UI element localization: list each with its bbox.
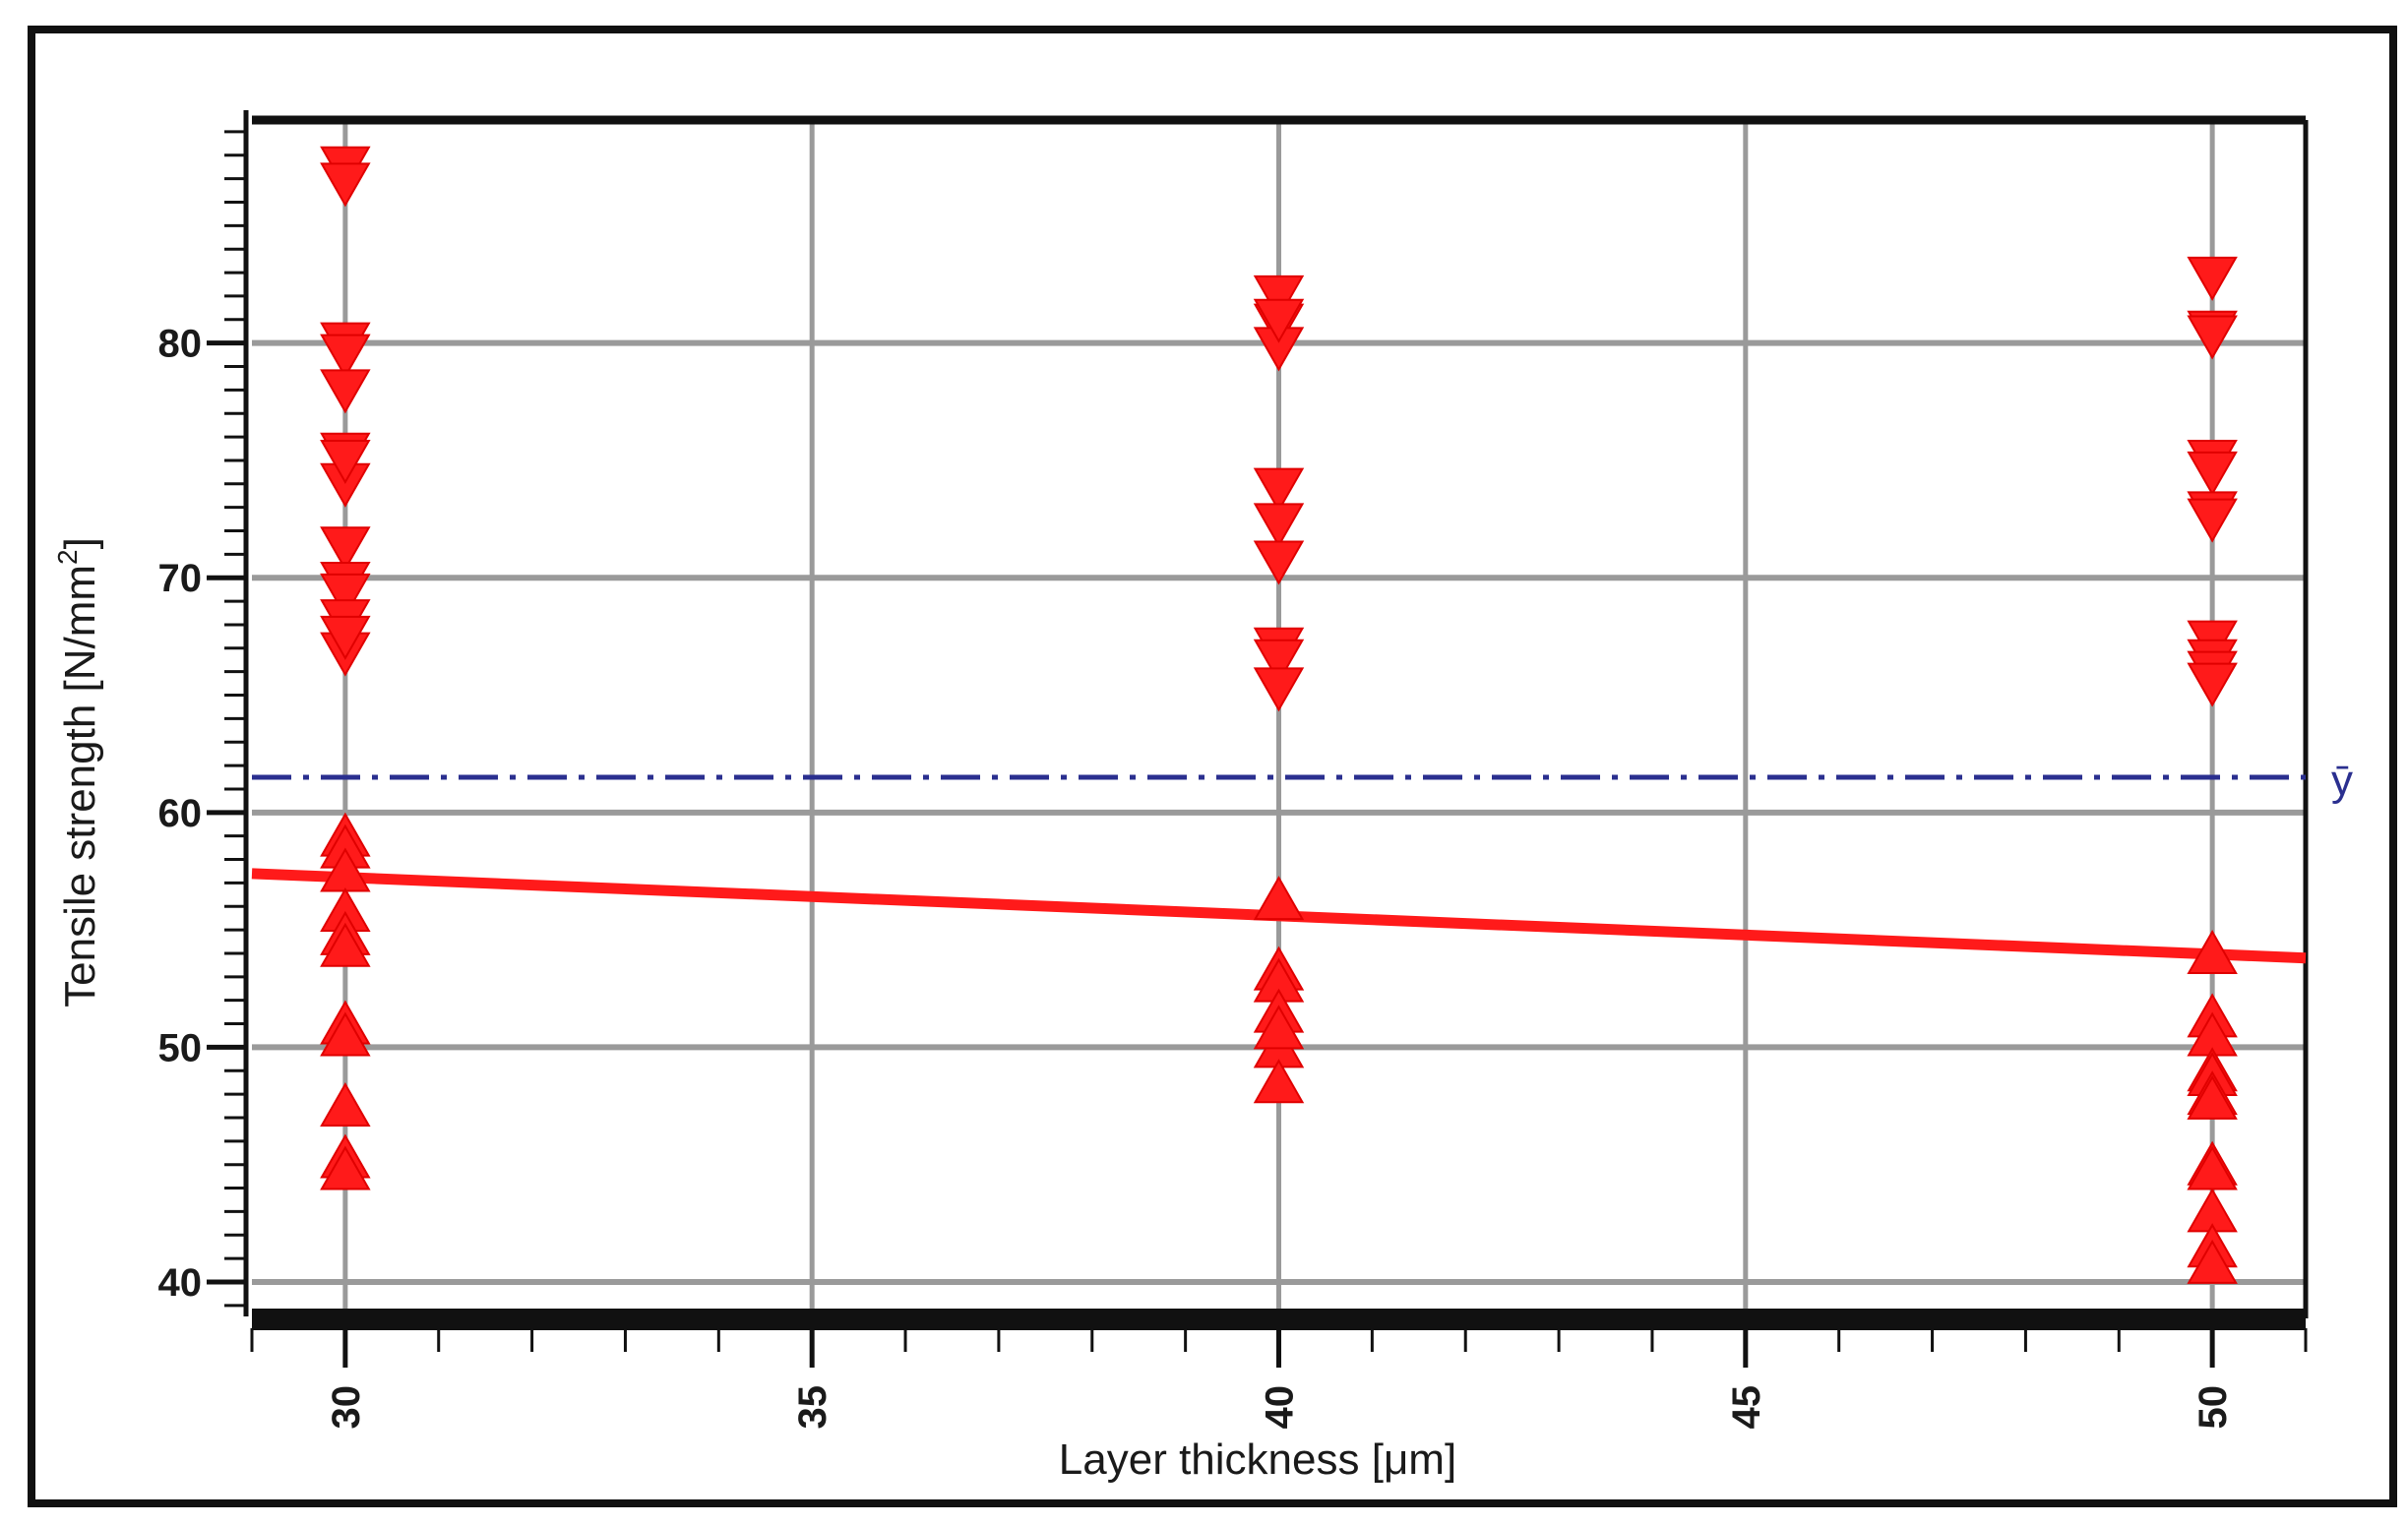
y-axis-title-superscript: 2 [52, 549, 83, 565]
marker-triangle-down [320, 369, 371, 414]
marker-triangle-up [1253, 876, 1305, 921]
y-axis-title-main: Tensile strength [N/mm [56, 565, 104, 1007]
outer-frame [28, 26, 2397, 1507]
marker-triangle-up [2187, 1074, 2238, 1120]
marker-triangle-down [2187, 662, 2238, 707]
marker-triangle-down [320, 162, 371, 208]
y-tick-label: 80 [158, 323, 203, 366]
marker-triangle-down [2187, 315, 2238, 360]
y-tick-label: 70 [158, 557, 203, 600]
marker-triangle-down [2187, 451, 2238, 496]
marker-triangle-down [320, 439, 371, 484]
x-tick-label: 40 [1259, 1385, 1302, 1430]
marker-triangle-down [2187, 256, 2238, 301]
marker-triangle-down [1253, 503, 1305, 548]
marker-triangle-up [1253, 1005, 1305, 1050]
x-tick-label: 35 [791, 1385, 834, 1430]
x-axis-bar [252, 1309, 2306, 1330]
marker-triangle-down [320, 334, 371, 379]
marker-triangle-down [1253, 667, 1305, 712]
y-tick-label: 50 [158, 1026, 203, 1069]
marker-triangle-down [1253, 467, 1305, 513]
marker-triangle-down [320, 573, 371, 618]
data-markers [320, 146, 2238, 1284]
marker-triangle-up [2187, 929, 2238, 974]
marker-triangle-up [2187, 1145, 2238, 1190]
y-tick-label: 40 [158, 1261, 203, 1305]
marker-triangle-up [320, 1011, 371, 1057]
y-axis-title: Tensile strength [N/mm2] [52, 537, 104, 1007]
mean-line-label: ȳ [2331, 757, 2353, 805]
marker-triangle-up [320, 1145, 371, 1190]
y-axis-title-tail: ] [56, 537, 104, 549]
marker-triangle-up [2187, 1239, 2238, 1284]
marker-triangle-up [320, 922, 371, 967]
marker-triangle-down [1253, 639, 1305, 684]
x-tick-label: 30 [325, 1385, 368, 1430]
marker-triangle-up [320, 1082, 371, 1128]
x-tick-label: 45 [1725, 1385, 1768, 1430]
marker-triangle-down [320, 526, 371, 572]
marker-triangle-down [1253, 540, 1305, 585]
x-axis-title: Layer thickness [μm] [1059, 1435, 1456, 1484]
x-axis: 30 35 40 45 50 [250, 1328, 2308, 1430]
marker-triangle-down [2187, 498, 2238, 543]
x-tick-label: 50 [2192, 1385, 2235, 1430]
y-tick-label: 60 [158, 792, 203, 835]
marker-triangle-down [1253, 275, 1305, 320]
marker-triangle-down [320, 615, 371, 660]
marker-triangle-down [1253, 298, 1305, 343]
y-axis: 40 50 60 70 80 [158, 110, 249, 1316]
marker-triangle-up [1253, 1059, 1305, 1104]
plot-border [252, 115, 2309, 1330]
